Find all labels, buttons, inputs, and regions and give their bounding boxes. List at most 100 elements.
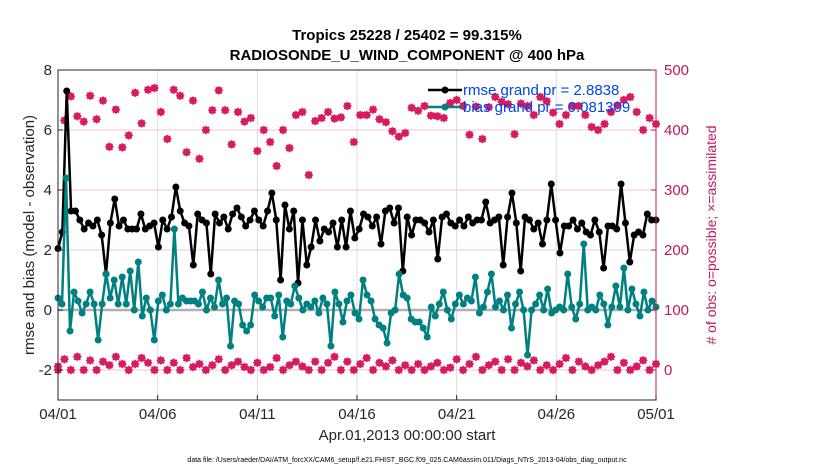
obs-marker-cross: [401, 129, 409, 137]
obs-marker-cross: [362, 354, 371, 362]
bias-point: [431, 312, 439, 320]
obs-marker-cross: [562, 354, 570, 362]
obs-marker-cross: [375, 359, 384, 367]
bias-point: [471, 273, 479, 281]
obs-marker-cross: [189, 363, 197, 371]
rmse-point: [194, 210, 202, 218]
obs-possible-point: [567, 101, 577, 111]
rmse-point: [80, 225, 88, 233]
bias-point: [58, 300, 66, 308]
obs-marker-cross: [208, 361, 217, 369]
rmse-point: [346, 207, 354, 215]
obs-marker-cross: [497, 98, 506, 106]
obs-marker-cross: [497, 366, 506, 374]
obs-marker-cross: [395, 132, 403, 141]
obs-possible-point: [239, 117, 249, 127]
obs-marker-cross: [150, 366, 159, 374]
obs-assimilated-point: [477, 365, 487, 375]
obs-marker-cross: [530, 111, 538, 119]
obs-possible-point: [593, 125, 603, 135]
obs-count-markers: [53, 83, 661, 375]
obs-marker-cross: [414, 360, 422, 368]
obs-assimilated-point: [606, 352, 616, 362]
obs-possible-point: [484, 102, 494, 112]
rmse-point: [390, 219, 398, 227]
obs-marker-cross: [272, 162, 281, 170]
obs-assimilated-point: [619, 358, 629, 368]
rmse-point: [643, 210, 651, 218]
obs-marker-cross: [369, 105, 377, 114]
x-tick-label: 05/01: [637, 406, 675, 423]
obs-marker-cross: [221, 106, 229, 114]
bias-point: [512, 300, 520, 308]
obs-possible-point: [355, 110, 365, 120]
bias-point: [451, 300, 459, 308]
obs-possible-point: [265, 137, 275, 147]
obs-marker-cross: [420, 366, 429, 374]
obs-possible-point: [516, 99, 526, 109]
obs-possible-point: [194, 154, 204, 164]
obs-marker-cross: [517, 359, 525, 367]
bias-point: [174, 300, 182, 308]
obs-possible-point: [587, 122, 597, 132]
obs-marker-cross: [92, 366, 101, 374]
obs-marker-cross: [356, 111, 364, 119]
obs-marker-cross: [510, 130, 519, 138]
obs-marker-cross: [401, 361, 409, 369]
bias-point: [532, 300, 540, 308]
bias-point: [491, 303, 499, 311]
obs-assimilated-point: [272, 353, 282, 363]
obs-assimilated-point: [497, 365, 507, 375]
bias-point: [355, 315, 363, 323]
bias-point: [419, 324, 427, 332]
legend-bias-marker: [441, 103, 449, 111]
bias-point: [198, 288, 206, 296]
obs-possible-point: [117, 142, 127, 152]
obs-assimilated-point: [98, 357, 108, 367]
obs-possible-point: [278, 125, 288, 135]
obs-assimilated-point: [529, 355, 539, 365]
bias-point: [572, 315, 580, 323]
obs-possible-point: [201, 125, 211, 135]
obs-marker-cross: [118, 360, 127, 368]
obs-marker-cross: [504, 100, 512, 108]
rmse-point: [543, 216, 551, 224]
obs-assimilated-point: [375, 358, 385, 368]
obs-assimilated-point: [111, 352, 121, 362]
obs-possible-point: [214, 85, 224, 95]
obs-marker-cross: [639, 356, 647, 365]
bias-point: [632, 300, 640, 308]
right-tick-label: 300: [664, 182, 689, 199]
rmse-point: [591, 216, 599, 224]
obs-marker-cross: [478, 135, 487, 143]
obs-assimilated-point: [85, 355, 95, 365]
obs-possible-point: [85, 91, 95, 101]
bias-point: [86, 288, 94, 296]
obs-marker-cross: [266, 363, 274, 371]
bias-point: [255, 297, 263, 305]
obs-possible-point: [246, 113, 256, 123]
bias-point: [620, 264, 628, 272]
obs-possible-point: [375, 114, 385, 124]
bias-point: [311, 297, 319, 305]
rmse-point: [377, 240, 385, 248]
obs-marker-cross: [440, 114, 448, 122]
bias-point: [146, 306, 154, 314]
obs-marker-cross: [581, 111, 589, 119]
obs-marker-cross: [330, 114, 339, 123]
obs-possible-point: [606, 107, 616, 117]
obs-possible-point: [381, 117, 391, 127]
rmse-point: [421, 219, 429, 227]
obs-marker-cross: [465, 131, 474, 139]
obs-possible-point: [182, 147, 192, 157]
bias-point: [415, 318, 423, 326]
bias-point: [499, 306, 507, 314]
rmse-point: [329, 219, 337, 227]
rmse-point: [617, 180, 625, 188]
rmse-point: [539, 240, 547, 248]
obs-marker-cross: [125, 366, 133, 374]
bias-point: [142, 294, 150, 302]
obs-marker-cross: [485, 361, 493, 369]
bias-point: [443, 306, 451, 314]
